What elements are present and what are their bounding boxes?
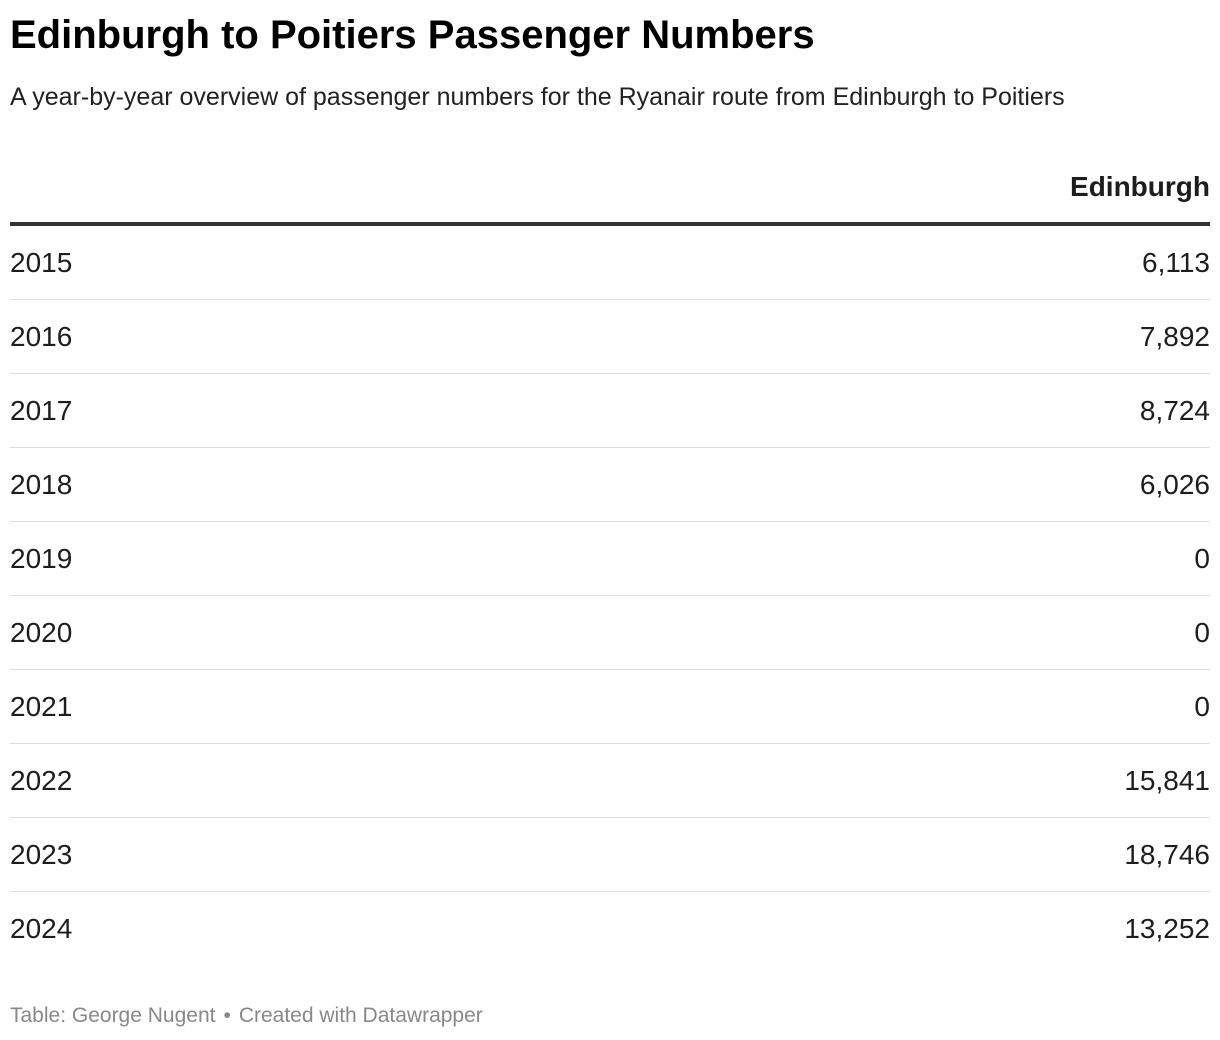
year-cell: 2021	[10, 691, 73, 722]
data-table: Edinburgh 2015 6,113 2016 7,892 2017 8,724 201…	[10, 160, 1210, 965]
chart-subtitle: A year-by-year overview of passenger num…	[10, 83, 1065, 111]
passenger-count-cell: 6,026	[1139, 469, 1210, 500]
table-row: 2015 6,113	[10, 226, 1210, 300]
column-header-edinburgh[interactable]: Edinburgh	[1070, 171, 1210, 202]
table-row: 2018 6,026	[10, 448, 1210, 522]
footer-separator: •	[223, 1004, 231, 1027]
passenger-count-cell: 0	[1194, 691, 1210, 722]
table-row: 2023 18,746	[10, 818, 1210, 892]
passenger-count-cell: 6,113	[1142, 247, 1210, 278]
year-cell: 2022	[10, 765, 73, 796]
passenger-count-cell: 0	[1194, 543, 1210, 574]
table-row: 2021 0	[10, 670, 1210, 744]
year-cell: 2017	[10, 395, 73, 426]
source-note: Table: George Nugent	[10, 1004, 216, 1027]
table-row: 2024 13,252	[10, 892, 1210, 965]
table-header: Edinburgh	[10, 160, 1210, 226]
year-cell: 2023	[10, 839, 73, 870]
table-row: 2016 7,892	[10, 300, 1210, 374]
passenger-count-cell: 13,252	[1124, 913, 1210, 944]
year-cell: 2019	[10, 543, 73, 574]
year-cell: 2024	[10, 913, 73, 944]
passenger-count-cell: 18,746	[1124, 839, 1210, 870]
table-row: 2017 8,724	[10, 374, 1210, 448]
table-row: 2022 15,841	[10, 744, 1210, 818]
chart-footer: Table: George Nugent • Created with Datawr…	[10, 1003, 483, 1029]
year-cell: 2016	[10, 321, 73, 352]
passenger-count-cell: 0	[1194, 617, 1210, 648]
year-cell: 2015	[10, 247, 73, 278]
year-cell: 2018	[10, 469, 73, 500]
passenger-count-cell: 8,724	[1139, 395, 1210, 426]
credit-note: Created with Datawrapper	[238, 1004, 483, 1027]
passenger-count-cell: 15,841	[1124, 765, 1210, 796]
table-row: 2020 0	[10, 596, 1210, 670]
chart-title: Edinburgh to Poitiers Passenger Numbers	[10, 13, 815, 57]
table-row: 2019 0	[10, 522, 1210, 596]
table-body: 2015 6,113 2016 7,892 2017 8,724 2018 6,026 2019…	[10, 226, 1210, 965]
passenger-count-cell: 7,892	[1139, 321, 1210, 352]
year-cell: 2020	[10, 617, 73, 648]
